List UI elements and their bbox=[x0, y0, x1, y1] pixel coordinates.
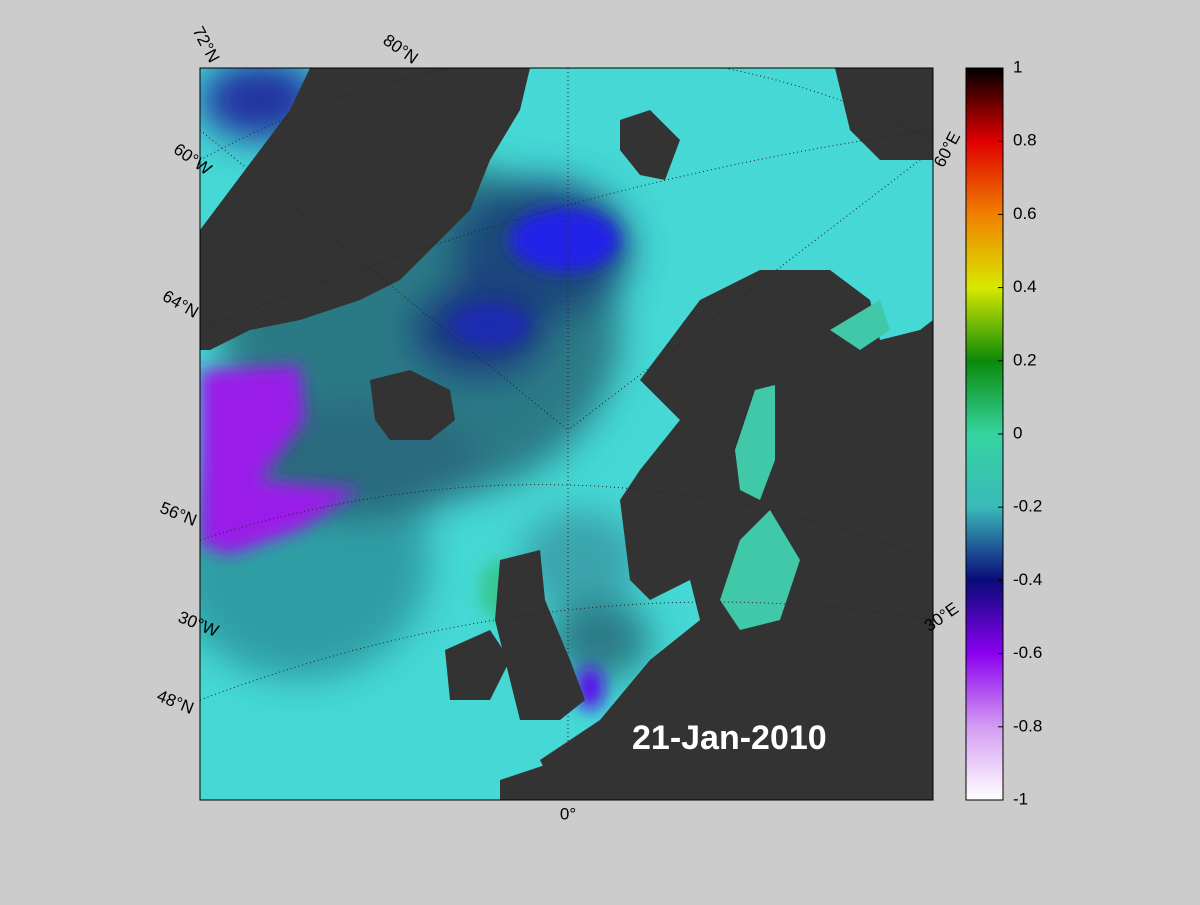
colorbar-tick-label: -0.4 bbox=[1013, 570, 1042, 589]
colorbar-tick-label: 1 bbox=[1013, 57, 1022, 76]
graticule-label: 0° bbox=[560, 804, 576, 823]
graticule bbox=[200, 68, 933, 800]
map bbox=[200, 68, 933, 800]
date-label: 21-Jan-2010 bbox=[632, 719, 827, 757]
colorbar-tick-label: -0.2 bbox=[1013, 497, 1042, 516]
colorbar-tick-label: 0 bbox=[1013, 423, 1022, 442]
colorbar-tick-label: -0.6 bbox=[1013, 643, 1042, 662]
colorbar-tick-label: 0.4 bbox=[1013, 277, 1037, 296]
map-frame bbox=[199, 67, 934, 801]
colorbar-tick-label: 0.2 bbox=[1013, 350, 1037, 369]
land bbox=[200, 68, 933, 800]
colorbar-tick-label: -1 bbox=[1013, 789, 1028, 808]
colorbar-tick-label: 0.8 bbox=[1013, 131, 1037, 150]
colorbar bbox=[965, 67, 1004, 801]
colorbar-tick-label: 0.6 bbox=[1013, 204, 1037, 223]
colorbar-tick-label: -0.8 bbox=[1013, 716, 1042, 735]
inland-seas bbox=[720, 300, 890, 630]
